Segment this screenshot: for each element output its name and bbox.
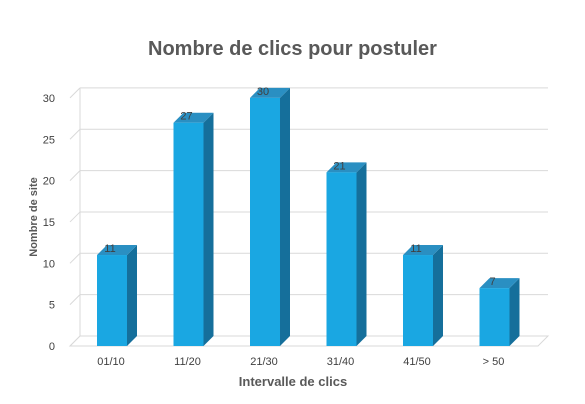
gridline-side <box>69 170 81 181</box>
data-label: 30 <box>257 86 269 98</box>
bar-side <box>127 245 137 346</box>
data-label: 21 <box>333 160 345 172</box>
x-axis-title: Intervalle de clics <box>239 374 347 389</box>
y-tick-label: 15 <box>43 217 55 229</box>
bar-top <box>97 245 137 256</box>
data-label: 11 <box>410 243 421 255</box>
x-tick-label: 41/50 <box>403 356 431 368</box>
gridline-side <box>69 335 81 347</box>
data-label: 11 <box>104 243 115 255</box>
bar-top <box>479 278 520 289</box>
gridline-side <box>69 252 81 264</box>
bar-side <box>280 87 290 347</box>
y-tick-label: 0 <box>49 341 55 353</box>
floor <box>68 335 550 347</box>
bar-side <box>509 278 520 346</box>
y-tick-label: 30 <box>43 93 55 105</box>
bar-side <box>356 162 367 346</box>
bar-side <box>433 245 443 346</box>
bar <box>97 255 127 346</box>
x-tick-label: 01/10 <box>97 356 125 368</box>
y-tick-label: 5 <box>49 300 55 312</box>
gridline-side <box>69 128 81 140</box>
gridline-side <box>69 294 81 306</box>
bar-top <box>250 87 290 98</box>
x-tick-label: 11/20 <box>174 356 201 368</box>
bar <box>479 288 510 346</box>
y-tick-label: 20 <box>43 176 55 188</box>
bar <box>173 122 204 347</box>
x-tick-label: > 50 <box>483 356 505 368</box>
chart-title: Nombre de clics pour postuler <box>148 38 437 60</box>
y-tick-label: 25 <box>43 134 55 146</box>
data-label: 7 <box>489 276 495 288</box>
data-label: 27 <box>180 111 192 123</box>
y-tick-label: 10 <box>43 258 55 270</box>
y-axis-title: Nombre de site <box>28 177 40 256</box>
bar-top <box>403 245 443 256</box>
x-tick-label: 21/30 <box>250 356 278 368</box>
gridline-side <box>69 87 81 99</box>
bar-top <box>173 112 214 123</box>
bar-top <box>326 162 367 173</box>
x-tick-label: 31/40 <box>327 356 355 368</box>
bar <box>326 172 357 346</box>
gridline-side <box>69 211 81 223</box>
bar <box>403 255 433 346</box>
bar <box>250 97 280 347</box>
bar-side <box>203 112 214 347</box>
